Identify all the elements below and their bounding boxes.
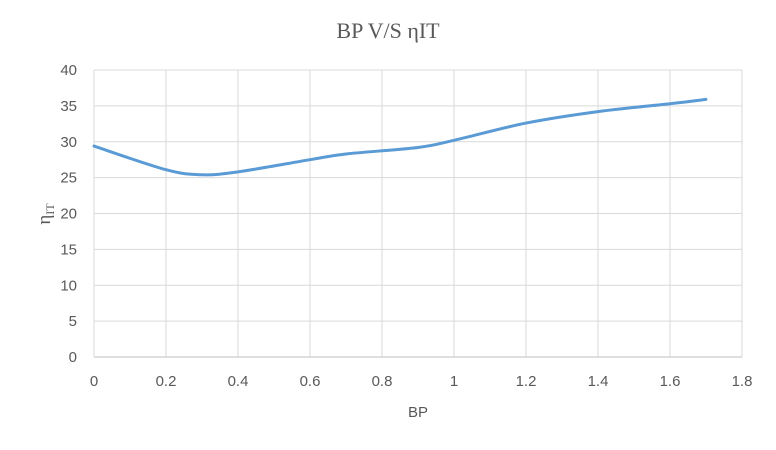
x-tick-label: 1.8	[732, 373, 753, 390]
series-line	[92, 97, 708, 177]
x-tick-label: 1.2	[516, 373, 537, 390]
y-tick-label: 30	[60, 134, 77, 151]
y-tick-label: 5	[69, 313, 77, 330]
x-tick-label: 0.6	[300, 373, 321, 390]
x-tick-label: 1.4	[588, 373, 609, 390]
x-axis-label: BP	[408, 404, 428, 421]
y-tick-label: 25	[60, 170, 77, 187]
y-axis-ticks: 0 5 10 15 20 25 30 35 40	[60, 62, 77, 366]
y-tick-label: 10	[60, 277, 77, 294]
x-tick-label: 0.2	[156, 373, 177, 390]
x-tick-label: 0	[90, 373, 98, 390]
y-tick-label: 15	[60, 241, 77, 258]
y-tick-label: 0	[69, 349, 77, 366]
x-tick-label: 1	[450, 373, 458, 390]
y-tick-label: 40	[60, 62, 77, 79]
x-tick-label: 0.8	[372, 373, 393, 390]
chart-title: BP V/S ηIT	[336, 18, 440, 43]
y-tick-label: 35	[60, 98, 77, 115]
x-tick-label: 1.6	[660, 373, 681, 390]
x-tick-label: 0.4	[228, 373, 249, 390]
series-layer	[92, 97, 708, 177]
y-axis-label-subscript: IT	[43, 203, 57, 215]
y-tick-label: 20	[60, 206, 77, 223]
gridlines	[93, 69, 743, 358]
x-axis-ticks: 0 0.2 0.4 0.6 0.8 1 1.2 1.4 1.6 1.8	[90, 373, 753, 390]
y-axis-label-main: η	[34, 215, 55, 225]
y-axis-label: ηIT	[34, 203, 57, 225]
